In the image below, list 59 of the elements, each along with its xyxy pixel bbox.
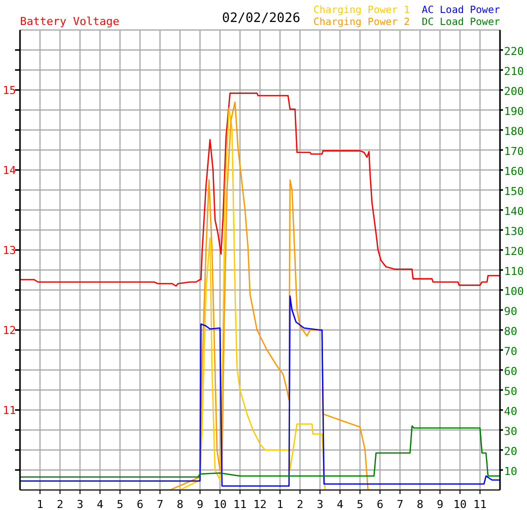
x-tick-label: 4 [96, 498, 104, 510]
y-tick-label: 14 [2, 164, 16, 177]
y2-tick-label: 80 [504, 325, 518, 338]
y2-tick-label: 50 [504, 385, 518, 398]
y2-tick-label: 120 [504, 245, 524, 258]
x-tick-label: 7 [156, 498, 164, 510]
y-tick-label: 13 [2, 244, 16, 257]
y-axis-title: Battery Voltage [20, 15, 120, 28]
y2-tick-label: 140 [504, 205, 524, 218]
x-tick-label: 11 [473, 498, 487, 510]
x-tick-label: 1 [36, 498, 44, 510]
x-tick-label: 10 [453, 498, 467, 510]
y2-tick-label: 190 [504, 105, 524, 118]
x-tick-label: 5 [356, 498, 364, 510]
y2-tick-label: 30 [504, 425, 518, 438]
chart-title: 02/02/2026 [222, 11, 300, 26]
y2-tick-label: 150 [504, 185, 524, 198]
x-tick-label: 10 [213, 498, 227, 510]
text: Charging Power 1 [313, 5, 410, 17]
x-tick-label: 2 [296, 498, 304, 510]
x-tick-label: 1 [276, 498, 284, 510]
y2-tick-label: 70 [504, 345, 518, 358]
y2-tick-label: 180 [504, 125, 524, 138]
y2-tick-label: 170 [504, 145, 524, 158]
y2-tick-label: 160 [504, 165, 524, 178]
y2-tick-label: 90 [504, 305, 518, 318]
line-series [20, 425, 500, 478]
text: DC Load Power [422, 17, 500, 29]
x-tick-label: 3 [76, 498, 84, 510]
y2-tick-label: 60 [504, 365, 518, 378]
text: AC Load Power [422, 5, 500, 17]
y2-tick-label: 210 [504, 65, 524, 78]
line-series [20, 92, 500, 287]
x-tick-label: 8 [416, 498, 424, 510]
y2-tick-label: 130 [504, 225, 524, 238]
x-tick-label: 3 [316, 498, 324, 510]
y2-tick-label: 10 [504, 465, 518, 478]
x-tick-label: 7 [396, 498, 404, 510]
y2-tick-label: 20 [504, 445, 518, 458]
y-tick-label: 12 [2, 324, 16, 337]
y2-tick-label: 40 [504, 405, 518, 418]
x-tick-label: 8 [176, 498, 184, 510]
y2-tick-label: 220 [504, 45, 524, 58]
x-tick-label: 11 [233, 498, 247, 510]
line-series [20, 295, 500, 487]
x-tick-label: 2 [56, 498, 64, 510]
x-tick-label: 9 [196, 498, 204, 510]
y2-tick-label: 200 [504, 85, 524, 98]
y-tick-label: 15 [2, 84, 16, 97]
x-tick-label: 4 [336, 498, 344, 510]
x-tick-label: 12 [253, 498, 267, 510]
y2-tick-label: 100 [504, 285, 524, 298]
text: Charging Power 2 [313, 17, 410, 29]
x-tick-label: 6 [136, 498, 144, 510]
x-tick-label: 5 [116, 498, 124, 510]
y-tick-label: 11 [2, 404, 16, 417]
x-tick-label: 6 [376, 498, 384, 510]
y2-tick-label: 110 [504, 265, 524, 278]
x-tick-label: 9 [436, 498, 444, 510]
